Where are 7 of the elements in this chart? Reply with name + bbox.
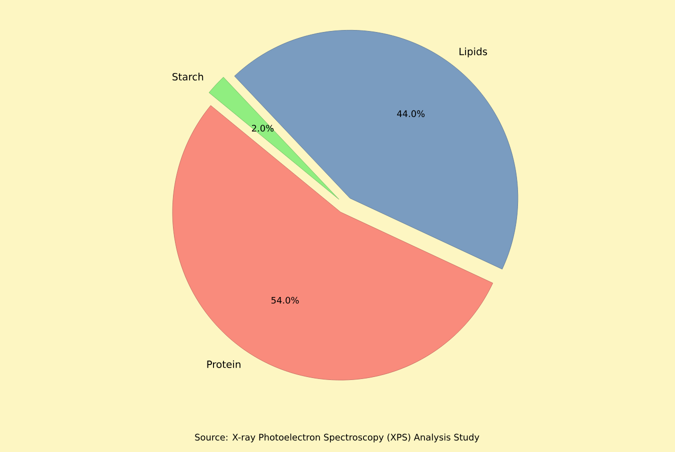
slice-label: Starch: [172, 72, 204, 81]
data-label: 2.0%: [252, 124, 274, 132]
source-note: Source: X-ray Photoelectron Spectroscopy (XPS) Analysis Study: [195, 434, 480, 442]
data-label: 44.0%: [397, 110, 425, 118]
slice-label: Lipids: [460, 48, 488, 58]
slice-label: Protein: [207, 360, 240, 368]
data-label: 54.0%: [271, 296, 299, 304]
